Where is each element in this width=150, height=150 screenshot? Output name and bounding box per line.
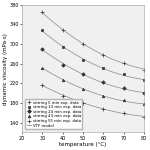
Legend: stirring 5 min exp. data, stirring 13 min exp. data, stirring 24 min exp. data, : stirring 5 min exp. data, stirring 13 mi…: [25, 99, 82, 129]
X-axis label: temperature (°C): temperature (°C): [59, 142, 107, 147]
Y-axis label: dynamic viscosity (mPa·s): dynamic viscosity (mPa·s): [3, 33, 8, 105]
